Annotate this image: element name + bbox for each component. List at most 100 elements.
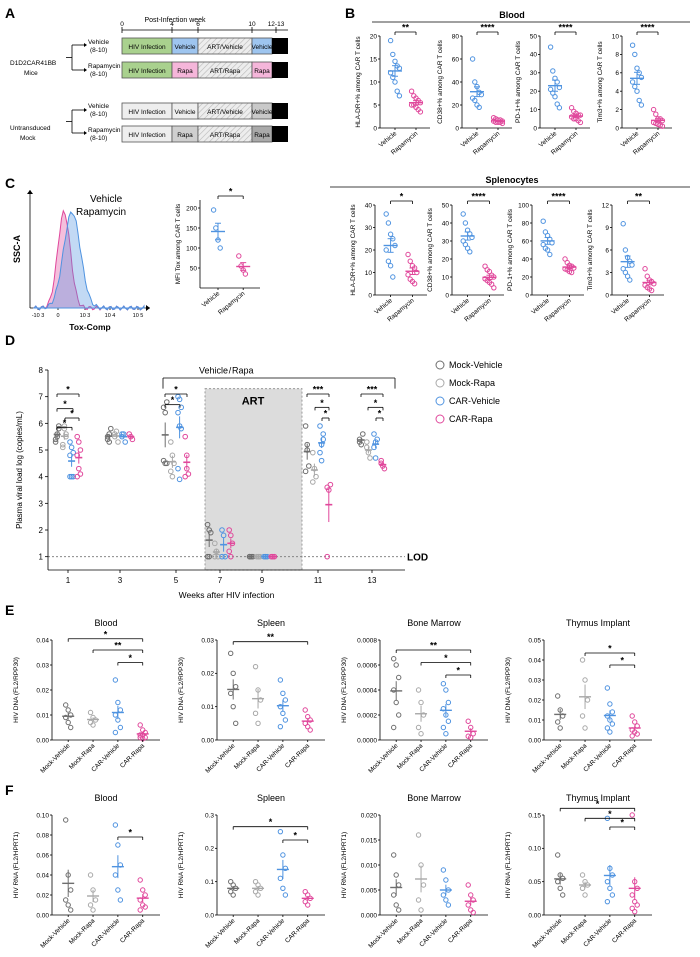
rna-plot-3-ytick-label: 0.10: [528, 846, 541, 853]
rna-plot-2-point: [468, 892, 474, 898]
dna-plot-1-xlabel: Mock-Vehicle: [204, 742, 237, 775]
rna-plot-1-title: Spleen: [257, 793, 285, 803]
viral-point-mock_vehicle: [302, 468, 309, 475]
viral-xtick-label: 9: [260, 576, 265, 585]
dna-plot-0-point: [65, 719, 71, 726]
viral-ytick-label: 8: [39, 366, 44, 375]
dna-plot-0-xlabel: Mock-Vehicle: [39, 742, 72, 775]
rna-plot-1-sig-a-stars: *: [269, 817, 273, 827]
blood-plot-0-ytick-label: 5: [373, 102, 377, 109]
spleen-plot-3-point: [651, 281, 657, 287]
spleen-plot-0-ytick-label: 30: [365, 225, 373, 232]
dna-plot-3-point: [584, 697, 591, 703]
dna-plot-3-ytick-label: 0.05: [528, 637, 541, 644]
timeline-mock-rapa-sac-label: Sac: [274, 132, 286, 139]
mfi-tox-plot-xlabel-rapa: Rapamycin: [217, 290, 247, 317]
viral-point-car_rapa: [378, 460, 385, 467]
blood-plot-0-point: [408, 88, 415, 94]
viral-point-mock_vehicle: [306, 463, 312, 469]
blood-plot-3-ylabel: Tim3+% among CAR T cells: [597, 41, 604, 123]
dna-plot-0-sig-b-stars: **: [114, 641, 122, 651]
spleen-plot-0-point: [387, 231, 394, 237]
dna-plot-2-ylabel: HIV DNA (FL2/RPP30): [341, 657, 348, 723]
timeline-mock-vehicle-sac: [272, 103, 288, 119]
panel-letter-d: D: [5, 332, 15, 348]
spleen-plot-0-ytick-label: 20: [365, 247, 373, 254]
rna-plot-1-ylabel: HIV RNA (FL2/HPRT1): [178, 832, 185, 898]
rna-plot-0-ytick-label: 0.10: [36, 812, 49, 819]
viral-point-mock_vehicle: [204, 521, 211, 528]
spleen-plot-3-point: [620, 221, 626, 227]
rna-plot-1-point: [280, 885, 286, 892]
dna-plot-3-ytick-label: 0.00: [528, 737, 541, 744]
rna-plot-1-sig-b-stars: *: [294, 831, 298, 841]
viral-ytick-label: 6: [39, 419, 44, 428]
dna-plot-3-point: [607, 701, 613, 707]
viral-point-mock_vehicle: [160, 404, 167, 411]
spleen-plot-3-point: [627, 277, 633, 283]
spleen-plot-2-ytick-label: 20: [522, 274, 530, 281]
viral-point-car_vehicle: [178, 404, 184, 411]
rna-plot-2-point: [445, 902, 452, 908]
dna-plot-1-point: [255, 720, 261, 727]
dna-plot-2-xlabel: CAR-Rapa: [447, 742, 474, 769]
rna-plot-0-point: [68, 887, 74, 893]
rna-plot-3-ylabel: HIV RNA (FL2/HPRT1): [505, 832, 512, 898]
spleen-plot-0-point: [385, 220, 392, 226]
group2-label-b: Mock: [20, 135, 36, 142]
viral-point-mock_vehicle: [108, 425, 114, 432]
blood-plot-2-point: [547, 44, 554, 50]
car-vehicle-label: Vehicle: [88, 39, 109, 46]
timeline-car-vehicle-sac-label: Sac: [274, 44, 286, 51]
spleen-plot-1-ytick-label: 0: [445, 292, 449, 299]
dna-plot-0-point: [62, 702, 69, 708]
dna-plot-1-point: [307, 727, 313, 733]
dna-plot-3-ytick-label: 0.03: [528, 677, 541, 684]
viral-xtick-label: 11: [314, 576, 323, 585]
blood-plot-1-point: [476, 104, 482, 111]
car-rapa-n: (8-10): [90, 71, 107, 78]
viral-point-mock_vehicle: [208, 529, 214, 536]
viral-point-mock_rapa: [61, 423, 68, 429]
timeline-car-vehicle-seg2-label: Vehicle: [175, 44, 196, 51]
spleen-plot-3-sig-stars: **: [635, 192, 643, 202]
rna-plot-2-point: [465, 902, 471, 908]
w1-sig-a-stars: *: [66, 385, 70, 395]
rna-plot-2-ylabel: HIV RNA (FL2/HPRT1): [341, 832, 348, 898]
dna-plot-0-point: [112, 677, 119, 683]
mfi-tox-plot-point: [210, 207, 217, 213]
spleen-plot-0-point: [385, 258, 392, 264]
viral-point-car_rapa: [74, 433, 80, 440]
spleen-plot-2-point: [540, 218, 546, 224]
dna-plot-3-xlabel: CAR-Rapa: [611, 742, 638, 769]
legend-marker-1: [435, 378, 445, 388]
rna-plot-1-point: [252, 888, 259, 895]
legend-label-2: CAR-Vehicle: [449, 396, 500, 406]
rna-plot-2-xlabel: CAR-Rapa: [447, 917, 474, 944]
mfi-tox-plot-point: [236, 253, 242, 259]
legend-marker-2: [435, 396, 445, 406]
viral-point-car_rapa: [324, 553, 331, 560]
rna-plot-2-ytick-label: 0.010: [361, 862, 378, 869]
rna-plot-3-ytick-label: 0.15: [528, 812, 541, 819]
dna-plot-2-point: [445, 699, 452, 706]
viral-point-car_rapa: [226, 548, 232, 555]
group1-label-b: Mice: [24, 70, 38, 77]
rna-plot-3-point: [560, 892, 566, 898]
blood-plot-2-ylabel: PD-1+% among CAR T cells: [515, 40, 522, 123]
blood-plot-3-point: [653, 111, 659, 117]
dna-plot-0-ytick-label: 0.04: [36, 637, 49, 644]
rna-plot-1-ytick-label: 0.1: [205, 879, 214, 886]
timeline-car-vehicle-seg4-label: Vehicle: [252, 44, 273, 51]
timeline-header: Post-Infection week: [144, 17, 206, 24]
viral-point-car_vehicle: [68, 444, 75, 451]
dna-plot-3-point: [557, 725, 563, 731]
viral-point-mock_vehicle: [360, 431, 366, 437]
rna-plot-1-ytick-label: 0.2: [205, 846, 214, 853]
histogram-vehicle: [32, 211, 145, 311]
blood-plot-3-point: [659, 123, 666, 129]
dna-plot-3-point: [604, 685, 611, 691]
rna-plot-0-xlabel: Mock-Vehicle: [39, 917, 72, 950]
art-shade: [205, 388, 302, 570]
dna-plot-2-point: [440, 724, 447, 731]
